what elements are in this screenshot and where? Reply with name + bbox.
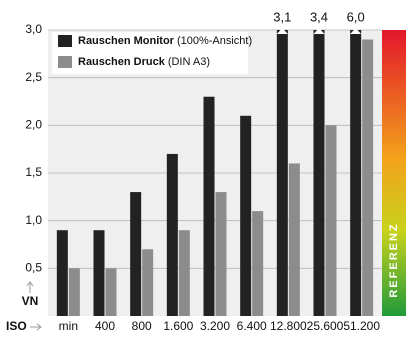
y-tick-label: 0,5 — [25, 261, 42, 275]
y-axis-title: VN — [22, 294, 39, 308]
y-arrow — [26, 281, 34, 293]
value-label: 3,1 — [273, 9, 291, 24]
bar — [130, 192, 142, 316]
bar — [142, 249, 154, 316]
break-mark — [350, 28, 362, 34]
y-tick-label: 2,0 — [25, 118, 42, 132]
legend-name: Rauschen Druck — [78, 56, 166, 68]
bar — [362, 39, 374, 317]
bar — [93, 230, 105, 316]
bar — [105, 268, 117, 316]
x-tick-label: 1.600 — [163, 319, 193, 333]
value-label: 6,0 — [347, 9, 365, 24]
break-mark — [276, 28, 288, 34]
bar — [203, 96, 215, 316]
legend-label: Rauschen Druck (DIN A3) — [78, 56, 210, 68]
legend-swatch — [58, 35, 72, 47]
y-tick-label: 1,0 — [25, 213, 42, 227]
bar — [240, 115, 252, 316]
x-tick-label: 51.200 — [343, 319, 380, 333]
legend-name: Rauschen Monitor — [78, 35, 175, 47]
legend-note: (100%-Ansicht) — [177, 35, 252, 47]
y-tick-label: 3,0 — [25, 22, 42, 36]
legend-note: (DIN A3) — [168, 56, 210, 68]
legend: Rauschen Monitor (100%-Ansicht) Rauschen D… — [52, 32, 252, 74]
break-mark — [313, 28, 325, 34]
x-tick-label: 6.400 — [237, 319, 267, 333]
x-tick-label: 25.600 — [307, 319, 344, 333]
bar — [252, 211, 264, 316]
bar — [178, 230, 190, 316]
x-arrow — [30, 323, 42, 331]
bar — [56, 230, 68, 316]
reference-label: REFERENZ — [388, 222, 400, 297]
value-label: 3,4 — [310, 9, 328, 24]
reference-bar — [382, 30, 406, 316]
legend-swatch — [58, 56, 72, 68]
x-tick-label: 3.200 — [200, 319, 230, 333]
bar — [166, 153, 178, 316]
y-tick-label: 1,5 — [25, 165, 42, 179]
bar — [350, 30, 362, 316]
bar — [215, 192, 227, 316]
x-tick-label: 800 — [132, 319, 152, 333]
x-tick-label: min — [59, 319, 78, 333]
y-tick-label: 2,5 — [25, 70, 42, 84]
x-tick-label: 400 — [95, 319, 115, 333]
bar — [288, 163, 300, 316]
bar — [68, 268, 80, 316]
bar — [276, 30, 288, 316]
bar — [313, 30, 325, 316]
legend-label: Rauschen Monitor (100%-Ansicht) — [78, 35, 252, 47]
x-tick-label: 12.800 — [270, 319, 307, 333]
legend-box — [52, 32, 248, 74]
x-axis-title: ISO — [6, 319, 27, 333]
bar — [325, 125, 337, 316]
